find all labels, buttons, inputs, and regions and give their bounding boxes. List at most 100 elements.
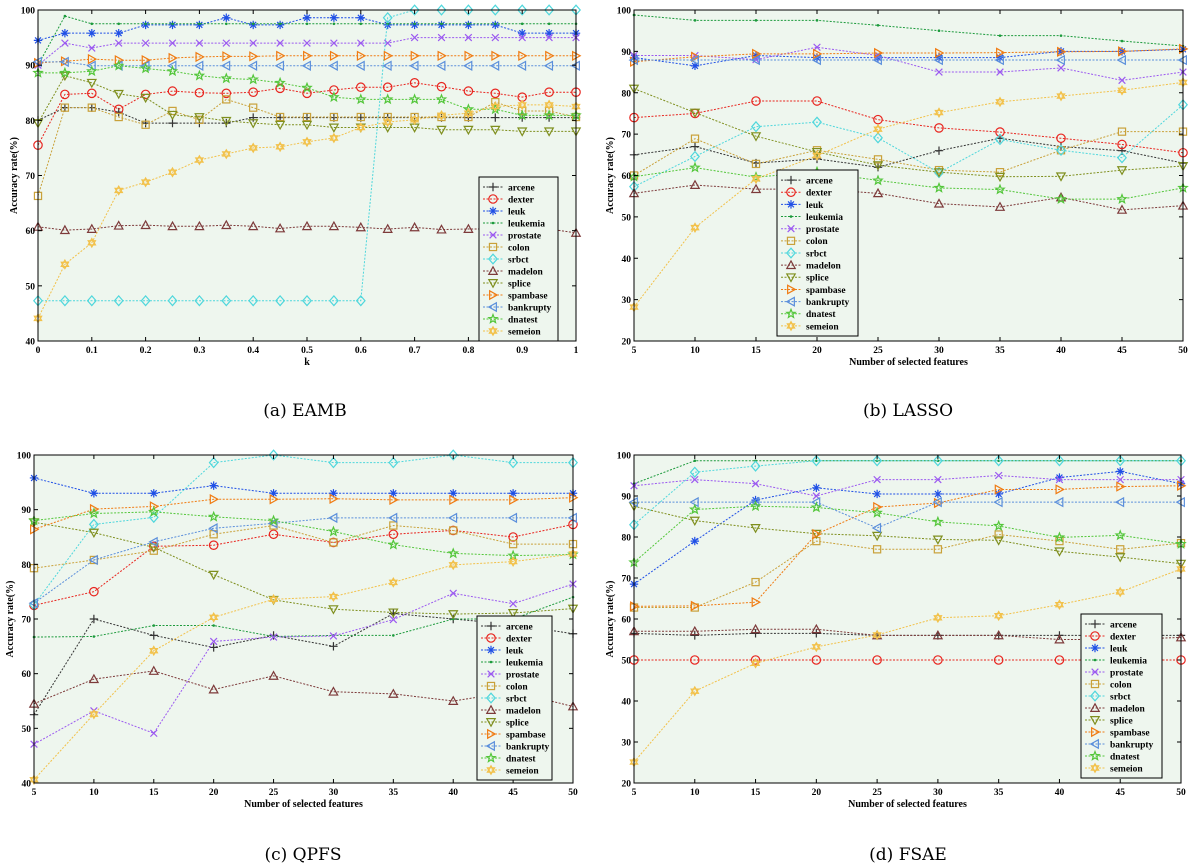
data-point-spambase	[410, 50, 421, 62]
data-point-spambase	[449, 494, 459, 506]
data-point-colon	[60, 103, 70, 112]
data-point-prostate	[994, 471, 1003, 480]
x-tick-label: 45	[1117, 346, 1127, 356]
data-point-splice	[1115, 553, 1126, 563]
data-point-spambase	[209, 494, 220, 505]
data-point-spambase	[1055, 484, 1065, 495]
data-point-leukemia	[998, 34, 1002, 37]
x-tick-label: 15	[149, 788, 159, 798]
data-point-splice	[328, 123, 340, 133]
data-point-colon	[1055, 536, 1064, 546]
legend-label: dexter	[806, 189, 833, 199]
data-point-madelon	[355, 221, 367, 232]
legend-item-semeion: semeion	[781, 320, 839, 332]
y-axis-label: Accuracy rate(%)	[5, 581, 16, 658]
series-prostate	[34, 33, 580, 69]
series-line-semeion	[33, 553, 574, 781]
data-point-splice	[490, 125, 501, 136]
data-point-srbct	[508, 456, 519, 469]
data-point-dnatest	[447, 547, 460, 559]
data-point-prostate	[329, 632, 338, 640]
legend-item-colon: colon	[481, 681, 528, 692]
series-line-dnatest	[38, 65, 576, 116]
data-point-dnatest	[220, 72, 233, 84]
x-tick-label: 0.9	[516, 346, 528, 356]
data-point-dnatest	[872, 174, 884, 186]
y-tick-label: 40	[26, 338, 36, 348]
data-point-semeion	[114, 185, 124, 196]
data-point-spambase	[752, 48, 762, 60]
y-tick-label: 100	[617, 7, 632, 17]
data-point-bankrupty	[489, 60, 500, 71]
legend-label: colon	[506, 682, 528, 692]
data-point-prostate	[751, 479, 760, 488]
data-point-dnatest	[1114, 529, 1127, 541]
series-line-spambase	[37, 55, 576, 64]
data-point-leukemia	[117, 22, 120, 26]
x-tick-label: 10	[89, 788, 99, 798]
data-point-semeion	[383, 116, 393, 128]
legend-label: semeion	[506, 766, 539, 776]
legend-item-dnatest: dnatest	[1085, 749, 1140, 762]
y-tick-label: 60	[22, 670, 32, 680]
data-point-dexter	[872, 655, 882, 665]
data-point-arcene	[168, 118, 177, 128]
data-point-prostate	[389, 615, 398, 624]
data-point-spambase	[751, 596, 761, 608]
data-point-semeion	[751, 173, 761, 185]
data-point-prostate	[357, 39, 365, 47]
data-point-spambase	[1057, 46, 1067, 58]
data-point-prostate	[141, 39, 150, 47]
data-point-srbct	[388, 456, 399, 469]
data-point-dexter	[208, 540, 219, 550]
data-point-bankrupty	[543, 60, 554, 71]
data-point-bankrupty	[268, 518, 278, 529]
legend-label: madelon	[1110, 704, 1146, 714]
data-point-splice	[871, 531, 883, 542]
data-point-dnatest	[301, 81, 313, 93]
x-tick-label: 0.1	[86, 346, 98, 356]
data-point-leuk	[933, 489, 943, 499]
data-point-colon	[1117, 127, 1127, 136]
y-tick-label: 40	[22, 780, 32, 790]
legend-marker	[487, 265, 499, 275]
y-tick-label: 90	[622, 493, 632, 503]
data-point-prostate	[168, 39, 177, 47]
series-line-splice	[633, 505, 1182, 565]
legend-label: srbct	[806, 249, 827, 259]
x-tick-label: 40	[448, 788, 458, 798]
data-point-bankrupty	[516, 60, 527, 71]
legend-label: dexter	[508, 195, 535, 205]
data-point-splice	[113, 89, 124, 100]
series-semeion	[629, 77, 1188, 313]
legend: arcene dexter leuk leukemia prostate colon srb…	[1080, 613, 1163, 779]
panel-caption: (d) FSAE	[869, 845, 947, 865]
data-point-srbct	[140, 294, 151, 307]
legend-item-splice: splice	[781, 273, 829, 284]
legend-marker	[491, 221, 495, 225]
data-point-semeion	[302, 136, 312, 148]
data-point-semeion	[140, 176, 151, 188]
data-point-leukemia	[225, 22, 228, 26]
data-point-bankrupty	[436, 60, 446, 71]
legend-marker	[488, 242, 498, 252]
data-point-dnatest	[689, 161, 701, 173]
series-splice	[628, 84, 1189, 183]
data-point-semeion	[873, 123, 883, 135]
data-point-madelon	[86, 223, 98, 233]
data-point-leukemia	[693, 19, 697, 22]
data-point-dexter	[933, 655, 943, 665]
data-point-srbct	[1056, 144, 1066, 157]
legend-marker	[787, 224, 795, 233]
legend-marker	[1089, 716, 1101, 726]
data-point-srbct	[750, 460, 761, 472]
data-point-madelon	[932, 629, 944, 640]
legend-marker	[787, 284, 797, 295]
data-point-semeion	[248, 142, 258, 154]
data-point-prostate	[222, 39, 231, 47]
data-point-leukemia	[754, 19, 758, 22]
data-point-prostate	[149, 729, 158, 738]
data-point-bankrupty	[328, 60, 338, 71]
data-point-colon	[275, 112, 285, 122]
legend-item-leuk: leuk	[481, 645, 524, 656]
